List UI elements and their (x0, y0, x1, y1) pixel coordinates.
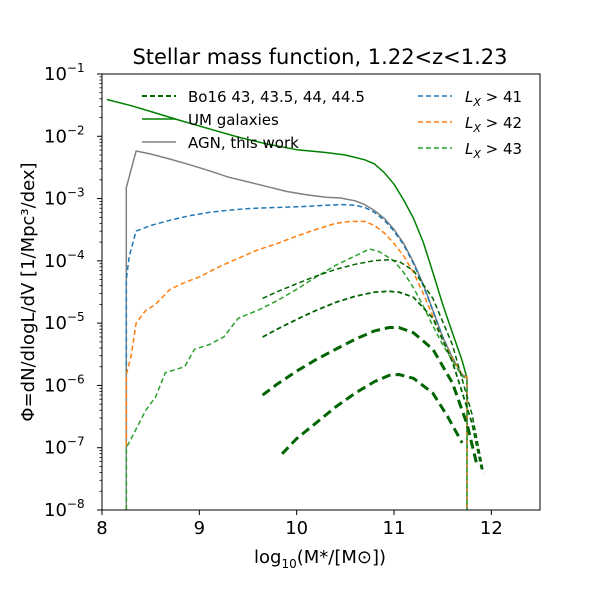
y-tick-label: 10−2 (44, 123, 85, 147)
legend-left: Bo16 43, 43.5, 44, 44.5 UM galaxies AGN, t… (142, 88, 365, 152)
x-tick-label: 9 (194, 518, 205, 539)
series-line-bo16-lx44 (261, 326, 479, 465)
legend-label-agn-this-work: AGN, this work (188, 134, 299, 152)
x-tick-label: 8 (96, 518, 107, 539)
y-tick-label: 10−1 (44, 61, 85, 85)
series-line-bo16-lx43.5 (262, 290, 483, 470)
series-line-bo16-lx44.5 (281, 373, 464, 455)
chart-title: Stellar mass function, 1.22<z<1.23 (132, 45, 507, 69)
series-line-lx-gt-43 (125, 248, 468, 510)
legend-label-lx-gt-43: LX > 43 (465, 140, 522, 161)
legend-label-um-galaxies: UM galaxies (188, 111, 279, 129)
axes-layer: 8 9 10 11 12 10−8 10−7 10−6 10−5 10−4 10−3 10−2 10−1 (44, 61, 503, 539)
legend-right: LX > 41 LX > 42 LX > 43 (418, 88, 522, 161)
x-tick-label: 10 (285, 518, 308, 539)
plot-frame (101, 73, 541, 511)
legend-label-bo16-lx43: Bo16 43, 43.5, 44, 44.5 (188, 88, 365, 106)
series-line-um-galaxies (106, 98, 468, 379)
y-tick-label: 10−8 (44, 497, 85, 521)
x-axis-label: log10(M*/[M⊙]) (254, 547, 386, 571)
y-axis-label: Φ=dN/dlogL/dV [1/Mpc³/dex] (18, 162, 39, 421)
y-tick-label: 10−6 (44, 372, 85, 396)
y-tick-label: 10−5 (44, 310, 85, 334)
y-tick-label: 10−7 (44, 435, 85, 459)
series-line-bo16-lx43 (262, 259, 485, 473)
legend-label-lx-gt-41: LX > 41 (465, 88, 522, 109)
series-line-lx-gt-42 (125, 220, 468, 510)
x-tick-label: 12 (480, 518, 503, 539)
legend-label-lx-gt-42: LX > 42 (465, 114, 522, 135)
x-tick-label: 11 (383, 518, 406, 539)
y-tick-label: 10−3 (44, 186, 85, 210)
series-layer (106, 98, 485, 510)
y-tick-label: 10−4 (44, 248, 85, 272)
